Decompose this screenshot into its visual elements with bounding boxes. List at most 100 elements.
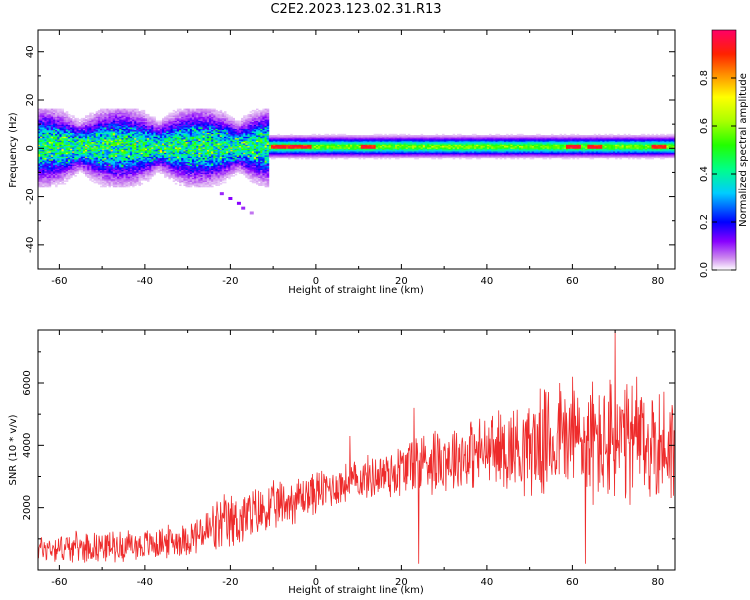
heatmap-cell <box>149 152 152 155</box>
heatmap-cell <box>194 129 197 132</box>
heatmap-cell <box>65 175 69 177</box>
heatmap-cell <box>108 137 111 140</box>
heatmap-cell <box>191 156 195 159</box>
heatmap-cell <box>168 163 171 165</box>
heatmap-cell <box>50 131 54 133</box>
heatmap-cell <box>57 144 60 147</box>
heatmap-cell <box>202 136 206 139</box>
heatmap-cell <box>63 140 67 143</box>
heatmap-cell <box>179 120 182 123</box>
heatmap-cell <box>132 175 135 177</box>
heatmap-cell <box>189 167 193 169</box>
heatmap-cell <box>147 141 150 144</box>
heatmap-cell <box>185 124 188 127</box>
heatmap-cell <box>151 140 154 143</box>
heatmap-cell <box>38 179 41 181</box>
heatmap-cell <box>110 129 114 132</box>
heatmap-cell <box>151 161 154 164</box>
heatmap-cell <box>217 112 221 115</box>
heatmap-cell <box>82 143 86 145</box>
heatmap-cell <box>102 109 105 112</box>
heatmap-cell <box>232 143 235 145</box>
heatmap-cell <box>97 169 101 172</box>
heatmap-cell <box>55 125 58 128</box>
heatmap-cell <box>61 160 64 163</box>
heatmap-cell <box>95 137 99 140</box>
heatmap-cell <box>104 116 107 119</box>
heatmap-cell <box>112 132 116 135</box>
heatmap-cell <box>87 127 90 129</box>
heatmap-cell <box>230 141 233 144</box>
heatmap-cell <box>206 164 210 166</box>
heatmap-cell <box>70 164 73 166</box>
heatmap-cell <box>179 165 182 168</box>
heatmap-cell <box>89 120 92 123</box>
heatmap-cell <box>80 120 84 123</box>
heatmap-cell <box>185 143 188 145</box>
heatmap-cell <box>82 125 86 128</box>
heatmap-cell <box>63 133 67 136</box>
heatmap-cell <box>198 175 201 177</box>
heatmap-cell <box>157 171 161 173</box>
heatmap-cell <box>59 177 62 180</box>
heatmap-cell <box>67 160 71 163</box>
heatmap-cell <box>93 135 97 137</box>
heatmap-cell <box>179 121 182 124</box>
heatmap-cell <box>164 133 167 136</box>
heatmap-cell <box>76 149 79 152</box>
heatmap-cell <box>176 129 180 132</box>
heatmap-cell <box>82 156 86 159</box>
heatmap-cell <box>55 132 58 135</box>
heatmap-cell <box>121 116 124 119</box>
heatmap-cell <box>224 113 227 116</box>
heatmap-cell <box>206 123 210 125</box>
heatmap-cell <box>226 131 229 133</box>
heatmap-cell <box>123 121 126 124</box>
heatmap-cell <box>149 119 152 121</box>
heatmap-cell <box>100 109 103 112</box>
heatmap-cell <box>200 173 203 176</box>
heatmap-cell <box>115 143 118 145</box>
heatmap-cell <box>97 127 101 129</box>
heatmap-cell <box>72 148 75 151</box>
heatmap-cell <box>221 148 225 151</box>
heatmap-cell <box>215 161 218 164</box>
heatmap-cell <box>80 131 84 133</box>
heatmap-cell <box>74 141 77 144</box>
heatmap-cell <box>76 129 79 132</box>
heatmap-cell <box>200 151 203 153</box>
heatmap-cell <box>108 171 111 173</box>
heatmap-cell <box>123 109 126 112</box>
heatmap-cell <box>221 168 225 170</box>
heatmap-cell <box>67 165 71 168</box>
heatmap-cell <box>189 116 193 119</box>
heatmap-cell <box>106 121 109 124</box>
heatmap-cell <box>53 165 56 168</box>
heatmap-cell <box>80 117 84 120</box>
heatmap-cell <box>72 119 75 121</box>
heatmap-cell <box>164 116 167 119</box>
heatmap-cell <box>74 147 77 149</box>
heatmap-cell <box>157 147 161 149</box>
heatmap-cell <box>72 135 75 137</box>
heatmap-cell <box>70 169 73 172</box>
heatmap-cell <box>87 124 90 127</box>
heatmap-cell <box>155 160 159 163</box>
heatmap-cell <box>204 149 208 152</box>
heatmap-cell <box>151 123 154 125</box>
heatmap-cell <box>129 153 133 156</box>
heatmap-cell <box>191 112 195 115</box>
heatmap-cell <box>65 165 69 168</box>
heatmap-cell <box>42 180 45 182</box>
heatmap-cell <box>115 160 118 163</box>
heatmap-cell <box>219 149 223 152</box>
heatmap-cell <box>87 145 90 148</box>
heatmap-cell <box>215 135 218 137</box>
heatmap-cell <box>40 184 43 186</box>
heatmap-cell <box>119 121 122 124</box>
heatmap-cell <box>153 165 156 168</box>
heatmap-cell <box>236 136 240 139</box>
heatmap-cell <box>48 157 52 160</box>
heatmap-cell <box>164 128 167 131</box>
heatmap-cell <box>40 171 43 173</box>
